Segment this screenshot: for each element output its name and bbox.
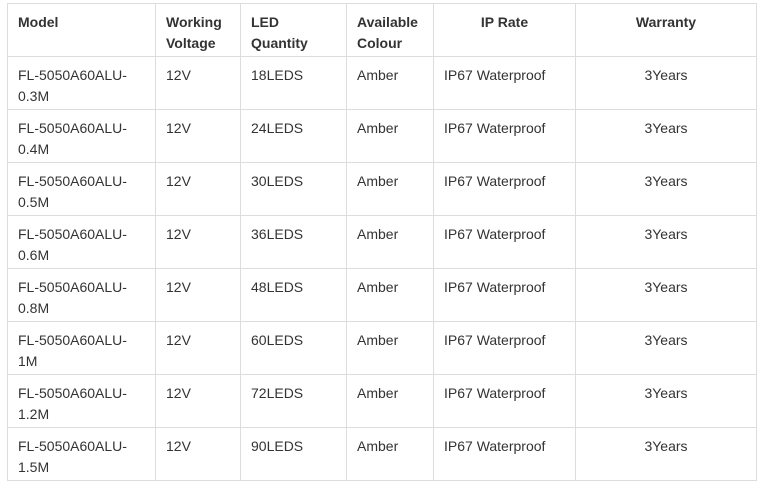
- table-cell: Amber: [346, 56, 434, 110]
- header-cell: LED Quantity: [240, 3, 347, 57]
- table-cell: IP67 Waterproof: [433, 427, 576, 481]
- table-cell: Amber: [346, 215, 434, 269]
- table-cell: FL-5050A60ALU-1M: [7, 321, 156, 375]
- table-cell: FL-5050A60ALU-0.6M: [7, 215, 156, 269]
- table-cell: 12V: [155, 321, 241, 375]
- table-cell: IP67 Waterproof: [433, 321, 576, 375]
- table-cell: 12V: [155, 427, 241, 481]
- table-cell: 24LEDS: [240, 109, 347, 163]
- table-cell: IP67 Waterproof: [433, 56, 576, 110]
- table-cell: Amber: [346, 321, 434, 375]
- table-row: FL-5050A60ALU-1.5M 12V 90LEDS Amber IP67 Wat…: [7, 427, 757, 481]
- table-cell: IP67 Waterproof: [433, 268, 576, 322]
- table-cell: IP67 Waterproof: [433, 162, 576, 216]
- table-cell: 12V: [155, 374, 241, 428]
- table-cell: Amber: [346, 268, 434, 322]
- spec-table: Model Working Voltage LED Quantity Availabl…: [7, 3, 757, 481]
- table-row: FL-5050A60ALU-0.8M 12V 48LEDS Amber IP67 Wat…: [7, 268, 757, 322]
- header-cell: Available Colour: [346, 3, 434, 57]
- table-cell: 90LEDS: [240, 427, 347, 481]
- header-text: Working Voltage: [166, 14, 222, 51]
- table-cell: 60LEDS: [240, 321, 347, 375]
- table-cell: 3Years: [575, 56, 757, 110]
- header-text: Available Colour: [357, 14, 418, 51]
- table-row: FL-5050A60ALU-1.2M 12V 72LEDS Amber IP67 Wat…: [7, 374, 757, 428]
- table-cell: 72LEDS: [240, 374, 347, 428]
- table-cell: 12V: [155, 109, 241, 163]
- header-text: Warranty: [635, 14, 697, 30]
- table-row: FL-5050A60ALU-0.3M 12V 18LEDS Amber IP67 Wat…: [7, 56, 757, 110]
- table-cell: FL-5050A60ALU-0.8M: [7, 268, 156, 322]
- table-cell: Amber: [346, 427, 434, 481]
- table-cell: 12V: [155, 215, 241, 269]
- table-cell: FL-5050A60ALU-1.5M: [7, 427, 156, 481]
- table-cell: 3Years: [575, 374, 757, 428]
- table-cell: 12V: [155, 56, 241, 110]
- table-cell: IP67 Waterproof: [433, 374, 576, 428]
- table-cell: IP67 Waterproof: [433, 109, 576, 163]
- table-row: FL-5050A60ALU-0.6M 12V 36LEDS Amber IP67 Wat…: [7, 215, 757, 269]
- table-cell: Amber: [346, 109, 434, 163]
- table-cell: 3Years: [575, 215, 757, 269]
- table-cell: 3Years: [575, 109, 757, 163]
- table-cell: FL-5050A60ALU-0.3M: [7, 56, 156, 110]
- table-cell: IP67 Waterproof: [433, 215, 576, 269]
- table-cell: FL-5050A60ALU-1.2M: [7, 374, 156, 428]
- table-cell: 12V: [155, 162, 241, 216]
- table-cell: 3Years: [575, 268, 757, 322]
- table-row: FL-5050A60ALU-0.4M 12V 24LEDS Amber IP67 Wat…: [7, 109, 757, 163]
- header-text: IP Rate: [480, 14, 529, 30]
- table-cell: 3Years: [575, 427, 757, 481]
- header-text: Model: [18, 14, 59, 30]
- table-cell: 3Years: [575, 321, 757, 375]
- header-row: Model Working Voltage LED Quantity Availabl…: [7, 3, 757, 57]
- table-cell: 36LEDS: [240, 215, 347, 269]
- header-cell: Warranty: [575, 3, 757, 57]
- header-cell: Model: [7, 3, 156, 57]
- table-cell: Amber: [346, 162, 434, 216]
- table-cell: FL-5050A60ALU-0.5M: [7, 162, 156, 216]
- table-cell: 48LEDS: [240, 268, 347, 322]
- table-cell: FL-5050A60ALU-0.4M: [7, 109, 156, 163]
- table-row: FL-5050A60ALU-1M 12V 60LEDS Amber IP67 Water…: [7, 321, 757, 375]
- table-cell: 12V: [155, 268, 241, 322]
- header-cell: IP Rate: [433, 3, 576, 57]
- table-cell: 18LEDS: [240, 56, 347, 110]
- table-row: FL-5050A60ALU-0.5M 12V 30LEDS Amber IP67 Wat…: [7, 162, 757, 216]
- table-cell: 3Years: [575, 162, 757, 216]
- header-cell: Working Voltage: [155, 3, 241, 57]
- table-body: FL-5050A60ALU-0.3M 12V 18LEDS Amber IP67 Wat…: [7, 56, 757, 481]
- table-cell: Amber: [346, 374, 434, 428]
- table-cell: 30LEDS: [240, 162, 347, 216]
- header-text: LED Quantity: [251, 14, 308, 51]
